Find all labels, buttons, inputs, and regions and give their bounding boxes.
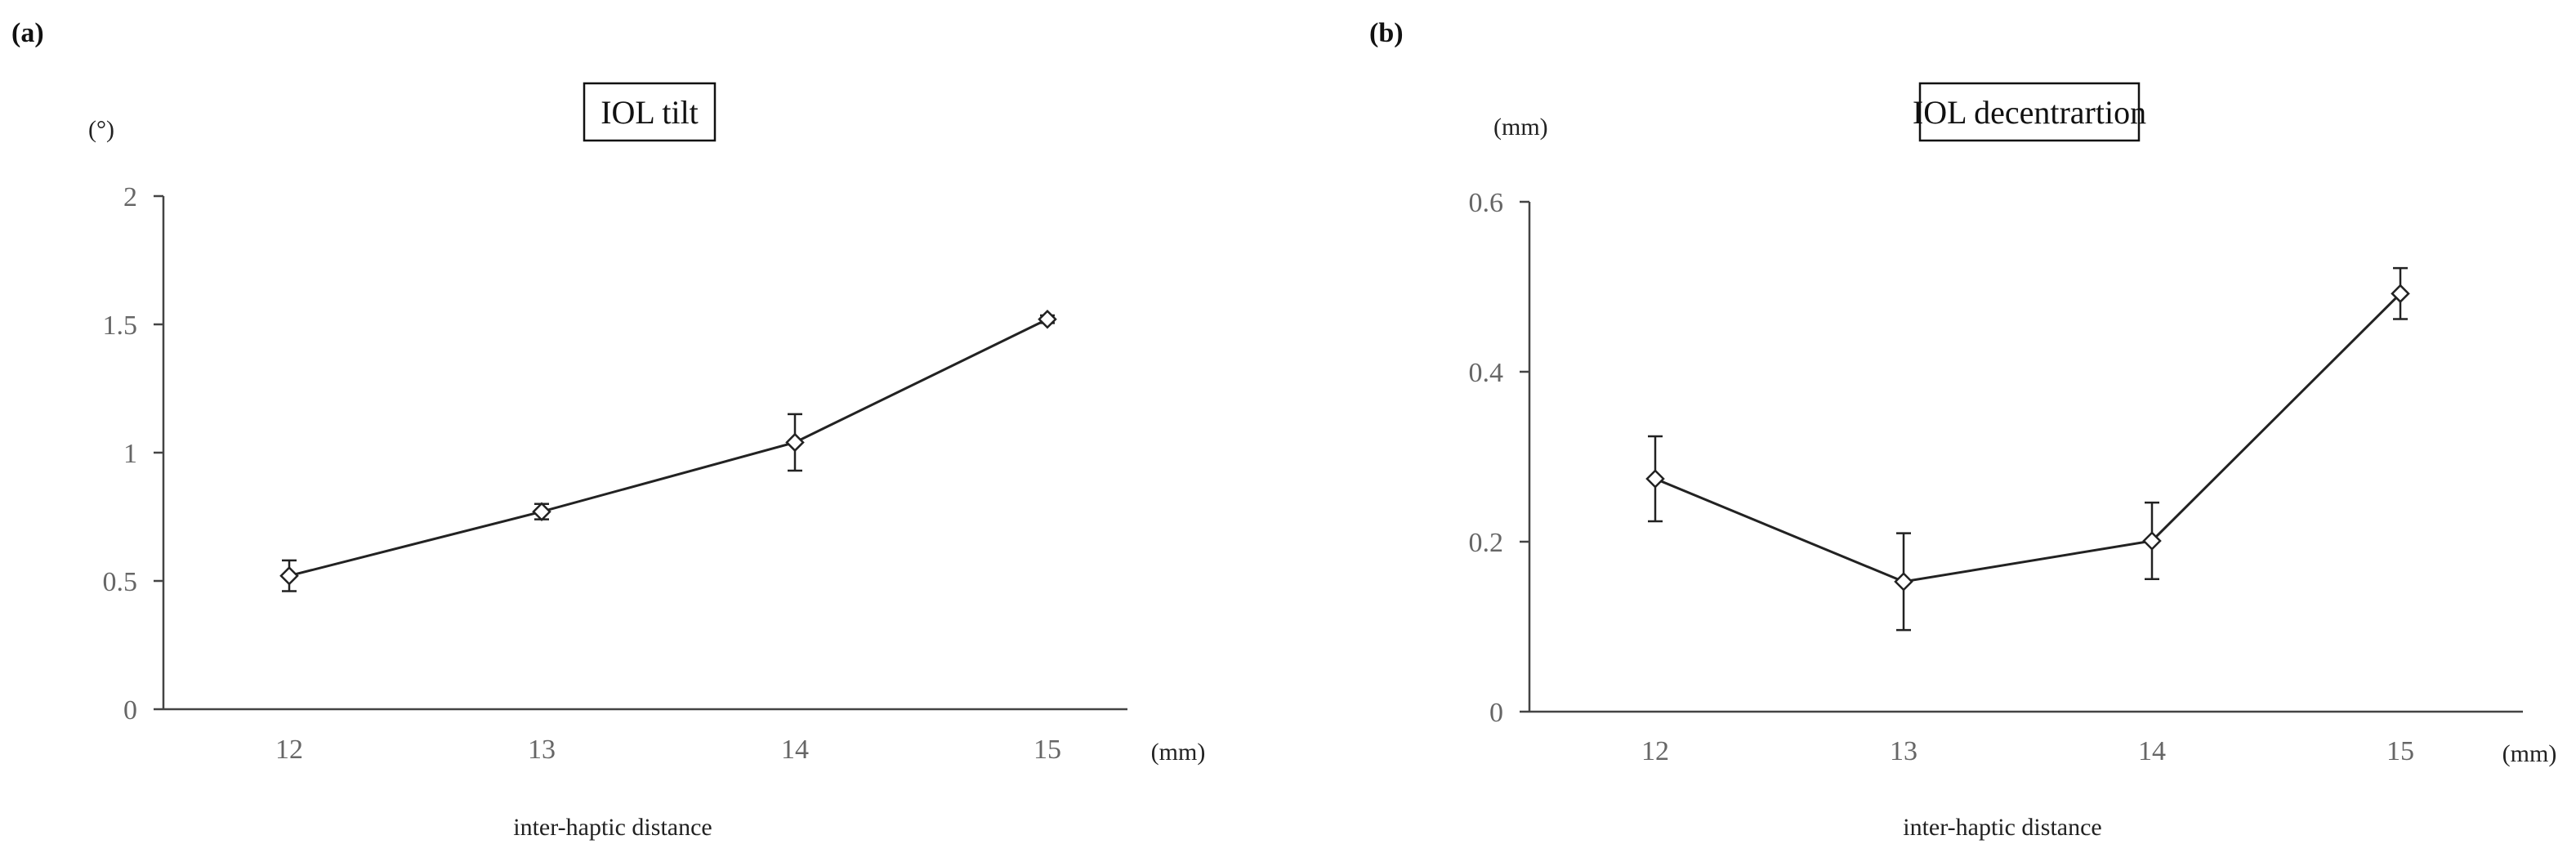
y-tick-label: 2 [123, 182, 137, 212]
x-tick-label: 15 [1034, 735, 1061, 765]
x-axis-label: inter-haptic distance [1903, 814, 2101, 841]
title-box [583, 82, 717, 142]
y-tick-label: 0.5 [103, 567, 138, 597]
x-tick-label: 13 [528, 735, 556, 765]
data-point-marker [2142, 531, 2162, 551]
x-tick-label: 12 [1641, 736, 1669, 766]
series-line [288, 318, 1048, 578]
y-tick-label: 0 [1489, 698, 1503, 728]
panel-label: (b) [1369, 18, 1404, 48]
y-tick-label: 1 [123, 439, 137, 469]
y-axis-unit-label: (°) [88, 116, 114, 143]
title-box [1918, 82, 2141, 142]
chart-title: IOL tilt [600, 94, 699, 131]
x-tick-label: 12 [275, 735, 303, 765]
y-axis-unit-label: (mm) [1493, 114, 1548, 141]
x-axis-unit-label: (mm) [2502, 740, 2557, 767]
chart-panel-a: (a) IOL tilt (°) 0 0.5 1 1.5 2 12 13 14 15 (mm) inte… [11, 18, 1206, 841]
y-tick-label: 1.5 [103, 310, 138, 341]
chart-title: IOL decentrartion [1913, 94, 2146, 131]
chart-svg-b: IOL decentrartion (mm) 0 0.2 0.4 0.6 12 13 14 15 (… [1469, 82, 2557, 841]
x-tick-label: 14 [2138, 736, 2166, 766]
x-axis-label: inter-haptic distance [513, 814, 712, 841]
data-point-marker [1645, 469, 1665, 489]
x-tick-label: 15 [2386, 736, 2414, 766]
panel-label: (a) [11, 18, 44, 48]
data-point-marker [1038, 309, 1057, 329]
data-point-marker [785, 432, 805, 453]
data-point-marker [1894, 572, 1913, 592]
y-tick-label: 0.6 [1469, 188, 1504, 218]
data-point-marker [279, 565, 299, 586]
series-line [1654, 293, 2402, 583]
y-tick-label: 0.4 [1469, 358, 1504, 388]
data-point-marker [2391, 284, 2410, 304]
chart-panel-b: (b) IOL decentrartion (mm) 0 0.2 0.4 0.6 12 13 1… [1288, 0, 2576, 862]
data-point-marker [532, 502, 551, 521]
y-tick-label: 0.2 [1469, 528, 1504, 558]
x-tick-label: 13 [1890, 736, 1917, 766]
x-axis-unit-label: (mm) [1151, 739, 1206, 766]
chart-svg-a: IOL tilt (°) 0 0.5 1 1.5 2 12 13 14 15 (mm) inter-ha… [88, 82, 1206, 841]
x-tick-label: 14 [781, 735, 809, 765]
y-tick-label: 0 [123, 695, 137, 726]
